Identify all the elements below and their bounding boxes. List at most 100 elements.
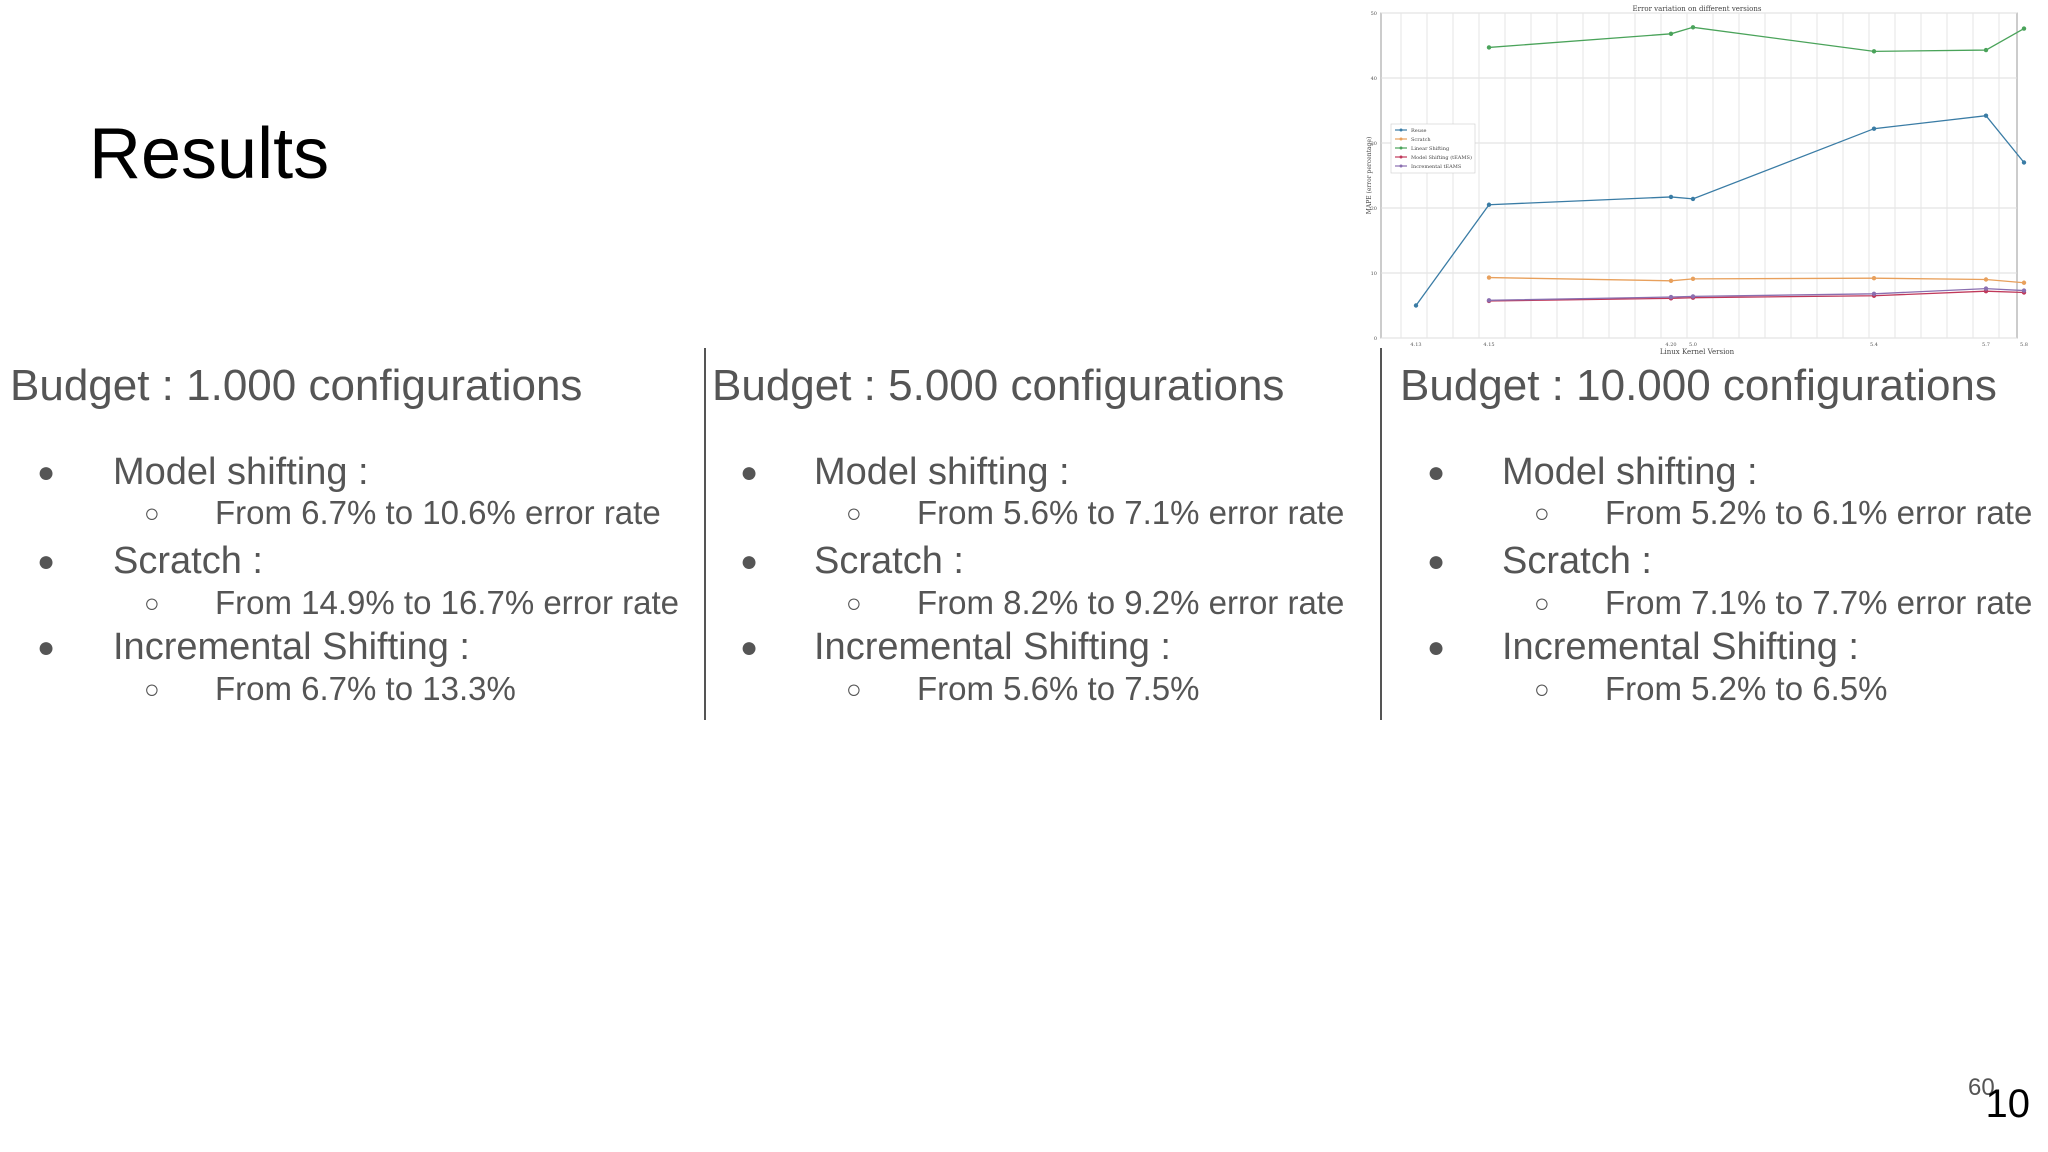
legend-marker xyxy=(1399,137,1403,141)
x-axis-label: Linux Kernel Version xyxy=(1660,348,1735,354)
budget-heading: Budget : 5.000 configurations xyxy=(712,361,1285,410)
data-point xyxy=(1668,294,1674,300)
legend-label: Model Shifting (tEAMS) xyxy=(1411,154,1472,161)
data-point xyxy=(1690,294,1696,299)
column-divider xyxy=(1380,348,1382,720)
y-tick-label: 50 xyxy=(1371,11,1377,17)
error-variation-chart: 0 10 20 30 40 50 4.13 4.15 4.20 5.0 5.4 5.7 5.8 Error… xyxy=(1365,4,2043,354)
legend-marker xyxy=(1399,164,1403,168)
series-line xyxy=(1488,287,2025,301)
plot-area xyxy=(1380,12,2018,339)
bullet-circle-icon: ○ xyxy=(1534,588,1550,618)
list-item-label: Incremental Shifting : xyxy=(814,626,1171,668)
y-tick-label: 40 xyxy=(1371,76,1377,82)
bullet-circle-icon: ○ xyxy=(846,588,862,618)
list-item-label: Scratch : xyxy=(1502,540,1652,582)
list-item-label: Scratch : xyxy=(814,540,964,582)
data-point xyxy=(1486,275,1492,280)
list-item-detail: From 5.6% to 7.1% error rate xyxy=(917,494,1345,531)
chart-title: Error variation on different versions xyxy=(1633,5,1762,13)
data-point xyxy=(1690,196,1696,202)
data-point xyxy=(1668,31,1674,36)
list-item-label: Model shifting : xyxy=(1502,451,1758,493)
y-tick-label: 20 xyxy=(1371,206,1377,212)
bullet-circle-icon: ○ xyxy=(144,498,160,528)
budget-column-5000: Budget : 5.000 configurations ● Model sh… xyxy=(712,358,1372,718)
legend-label: Linear Shifting xyxy=(1411,146,1450,152)
bullet-circle-icon: ○ xyxy=(846,674,862,704)
data-point xyxy=(2021,26,2027,31)
data-point xyxy=(1690,25,1696,30)
bullet-circle-icon: ○ xyxy=(846,498,862,528)
data-point xyxy=(1486,202,1492,207)
data-point xyxy=(1871,291,1877,296)
data-point xyxy=(1871,49,1877,54)
list-item-detail: From 5.2% to 6.5% xyxy=(1605,670,1888,707)
budget-column-10000: Budget : 10.000 configurations ● Model s… xyxy=(1400,358,2048,718)
y-tick-label: 10 xyxy=(1371,271,1377,277)
data-point xyxy=(2021,288,2027,293)
x-tick-label: 4.15 xyxy=(1483,342,1494,348)
y-tick-label: 0 xyxy=(1374,336,1377,342)
bullet-dot-icon: ● xyxy=(1427,545,1446,578)
x-tick-label: 4.20 xyxy=(1665,342,1676,348)
column-divider xyxy=(704,348,706,720)
data-point xyxy=(1668,194,1674,200)
data-point xyxy=(1871,276,1877,281)
budget-heading: Budget : 1.000 configurations xyxy=(10,361,583,410)
data-point xyxy=(2021,160,2027,165)
data-point xyxy=(1983,277,1989,282)
list-item-detail: From 7.1% to 7.7% error rate xyxy=(1605,584,2033,621)
bullet-dot-icon: ● xyxy=(740,456,759,489)
bullet-dot-icon: ● xyxy=(740,545,759,578)
y-tick-label: 30 xyxy=(1371,141,1377,147)
bullet-dot-icon: ● xyxy=(37,456,56,489)
list-item-label: Incremental Shifting : xyxy=(1502,626,1859,668)
slide-title: Results xyxy=(89,114,330,194)
chart-svg: 0 10 20 30 40 50 4.13 4.15 4.20 5.0 5.4 5.7 5.8 Error… xyxy=(1366,5,2028,354)
x-tick-label: 5.0 xyxy=(1689,342,1697,348)
list-item-detail: From 6.7% to 10.6% error rate xyxy=(215,494,661,531)
bullet-dot-icon: ● xyxy=(1427,456,1446,489)
legend-label: Reuse xyxy=(1411,128,1427,134)
bullet-dot-icon: ● xyxy=(37,631,56,664)
list-item-detail: From 5.2% to 6.1% error rate xyxy=(1605,494,2033,531)
list-item-label: Incremental Shifting : xyxy=(113,626,470,668)
y-axis-label: MAPE (error percentage) xyxy=(1366,137,1373,215)
x-tick-label: 5.4 xyxy=(1870,342,1878,348)
budget-heading: Budget : 10.000 configurations xyxy=(1400,361,1997,410)
data-point xyxy=(1983,286,1989,291)
data-point xyxy=(1983,47,1989,53)
bullet-circle-icon: ○ xyxy=(144,674,160,704)
x-tick-label: 5.8 xyxy=(2020,342,2028,348)
bullet-dot-icon: ● xyxy=(1427,631,1446,664)
list-item-label: Model shifting : xyxy=(814,451,1070,493)
legend-label: Scratch xyxy=(1411,137,1431,143)
data-point xyxy=(1983,113,1989,118)
legend-marker xyxy=(1399,155,1403,159)
budget-column-1000: Budget : 1.000 configurations ● Model sh… xyxy=(10,358,700,718)
list-item-detail: From 5.6% to 7.5% xyxy=(917,670,1200,707)
list-item-detail: From 8.2% to 9.2% error rate xyxy=(917,584,1345,621)
data-point xyxy=(1413,303,1419,308)
data-point xyxy=(1668,278,1674,283)
list-item-detail: From 6.7% to 13.3% xyxy=(215,670,516,707)
x-tick-label: 5.7 xyxy=(1982,342,1990,348)
data-point xyxy=(1871,126,1877,131)
series-line xyxy=(1488,290,2025,302)
x-tick-label: 4.13 xyxy=(1410,342,1421,348)
data-point xyxy=(1486,45,1492,50)
bullet-circle-icon: ○ xyxy=(1534,498,1550,528)
list-item-label: Model shifting : xyxy=(113,451,369,493)
series-line xyxy=(1488,276,2025,284)
bullet-circle-icon: ○ xyxy=(144,588,160,618)
data-point xyxy=(1690,276,1696,282)
list-item-label: Scratch : xyxy=(113,540,263,582)
data-point xyxy=(2021,280,2027,285)
legend-label: Incremental tEAMS xyxy=(1411,164,1462,170)
page-number: 10 xyxy=(1985,1082,2031,1126)
list-item-detail: From 14.9% to 16.7% error rate xyxy=(215,584,680,621)
series-line xyxy=(1488,26,2025,53)
bullet-circle-icon: ○ xyxy=(1534,674,1550,704)
bullet-dot-icon: ● xyxy=(740,631,759,664)
